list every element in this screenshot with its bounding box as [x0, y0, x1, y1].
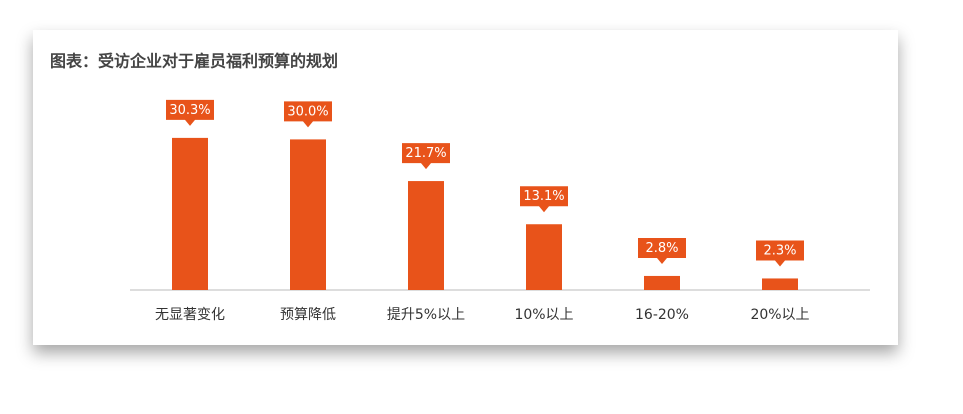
- callout: [756, 240, 804, 267]
- value-label: 30.3%: [169, 103, 210, 118]
- x-tick-label: 16-20%: [635, 307, 689, 323]
- callout: [166, 99, 214, 126]
- x-tick-label: 10%以上: [514, 307, 573, 323]
- value-label: 2.8%: [645, 241, 678, 256]
- bar: [290, 139, 326, 290]
- x-tick-label: 20%以上: [750, 307, 809, 323]
- bar: [408, 181, 444, 290]
- callout: [520, 186, 568, 213]
- bar: [172, 137, 208, 290]
- callout: [638, 237, 686, 264]
- card: [33, 30, 898, 345]
- bar: [644, 275, 680, 290]
- x-tick-label: 无显著变化: [155, 307, 225, 323]
- value-label: 2.3%: [763, 243, 796, 258]
- value-label: 30.0%: [287, 104, 328, 119]
- value-label: 21.7%: [405, 146, 446, 161]
- bar: [526, 224, 562, 290]
- bar: [762, 278, 798, 290]
- callout: [284, 101, 332, 128]
- x-tick-label: 预算降低: [280, 307, 336, 323]
- chart-title: 图表：受访企业对于雇员福利预算的规划: [50, 52, 338, 71]
- value-label: 13.1%: [523, 189, 564, 204]
- x-tick-label: 提升5%以上: [387, 307, 465, 323]
- callout: [402, 143, 450, 170]
